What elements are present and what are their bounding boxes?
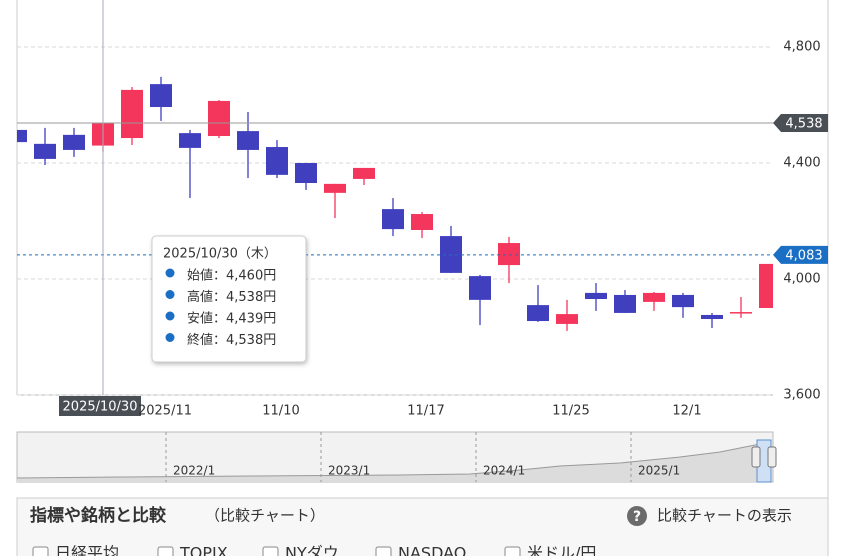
x-tick-label: 12/1 [672, 404, 701, 419]
candle-body [527, 305, 549, 322]
price-tag [773, 245, 828, 264]
x-tick-label: 11/17 [407, 404, 444, 419]
tooltip-bullet [165, 333, 175, 342]
navigator-label: 2025/1 [638, 464, 680, 478]
y-tick-label: 4,000 [783, 271, 820, 286]
tooltip-row: 安値：4,439円 [187, 311, 276, 327]
tooltip-bullet [165, 290, 175, 299]
price-tag [773, 113, 828, 132]
tooltip-row: 高値：4,538円 [187, 289, 276, 305]
candle-body [382, 209, 404, 230]
candle-body [63, 134, 85, 150]
candle-body [295, 162, 317, 183]
navigator-label: 2022/1 [173, 464, 215, 478]
candle-body [179, 133, 201, 148]
option-label[interactable]: NYダウ [285, 544, 339, 556]
candle-body [121, 89, 143, 139]
compare-toggle[interactable]: 比較チャートの表示 [657, 507, 792, 525]
candle-body [498, 243, 520, 266]
compare-subtitle: （比較チャート） [205, 507, 325, 525]
tooltip-bullet [165, 268, 175, 278]
tooltip-bullet [165, 311, 175, 321]
candle-body [208, 100, 230, 137]
candle-body [614, 294, 636, 313]
navigator-label: 2023/1 [328, 464, 370, 478]
navigator-handle[interactable] [767, 446, 777, 468]
x-tick-label: 11/25 [552, 404, 589, 419]
price-tag-label: 4,538 [785, 116, 822, 131]
x-tick-label: 11/10 [262, 404, 299, 419]
option-label[interactable]: NASDAQ [398, 544, 466, 556]
price-tag-label: 4,083 [785, 248, 822, 263]
navigator-handle[interactable] [751, 446, 761, 468]
option-label[interactable]: 米ドル/円 [527, 544, 596, 556]
navigator-area [17, 444, 760, 482]
candle-body [672, 294, 694, 308]
navigator-label: 2024/1 [483, 464, 525, 478]
y-tick-label: 4,400 [783, 155, 820, 170]
option-checkbox[interactable] [262, 546, 279, 556]
tooltip-box [151, 235, 307, 363]
option-checkbox[interactable] [157, 546, 174, 556]
help-icon-mark: ? [633, 509, 641, 525]
x-tick-label: 2025/11 [138, 404, 192, 419]
candle-body [556, 314, 578, 324]
candle-body [150, 84, 172, 108]
candle-body [237, 131, 259, 150]
candle-body [759, 263, 773, 308]
tooltip-row: 始値：4,460円 [187, 268, 276, 284]
tooltip-title: 2025/10/30（木） [163, 247, 277, 262]
option-label[interactable]: 日経平均 [55, 544, 119, 556]
compare-title: 指標や銘柄と比較 [30, 505, 167, 526]
candle-body [701, 314, 723, 320]
option-checkbox[interactable] [375, 546, 392, 556]
navigator-line [16, 443, 761, 479]
crosshair-x-box [59, 396, 141, 416]
candle-body [469, 276, 491, 300]
candle-body [353, 167, 375, 179]
tooltip-row: 終値：4,538円 [187, 332, 276, 348]
y-tick-label: 3,600 [783, 388, 820, 403]
candle-body [643, 292, 665, 302]
y-tick-label: 4,800 [783, 39, 820, 54]
option-checkbox[interactable] [32, 546, 49, 556]
compare-panel [16, 497, 829, 556]
option-label[interactable]: TOPIX [179, 544, 228, 556]
candle-body [34, 143, 56, 159]
candle-body [730, 312, 752, 314]
candle-body [17, 129, 27, 143]
tooltip: 2025/10/30（木） 始値：4,460円高値：4,538円安値：4,439円… [151, 235, 307, 363]
candle-body [266, 147, 288, 175]
help-icon[interactable] [627, 506, 647, 526]
option-checkbox[interactable] [504, 546, 521, 556]
candle-body [411, 214, 433, 230]
navigator[interactable]: 2022/1 2023/1 2024/1 2025/1 [16, 431, 777, 483]
candle-body [585, 292, 607, 300]
candle-body [324, 183, 346, 193]
crosshair-x-label: 2025/10/30 [63, 400, 138, 415]
